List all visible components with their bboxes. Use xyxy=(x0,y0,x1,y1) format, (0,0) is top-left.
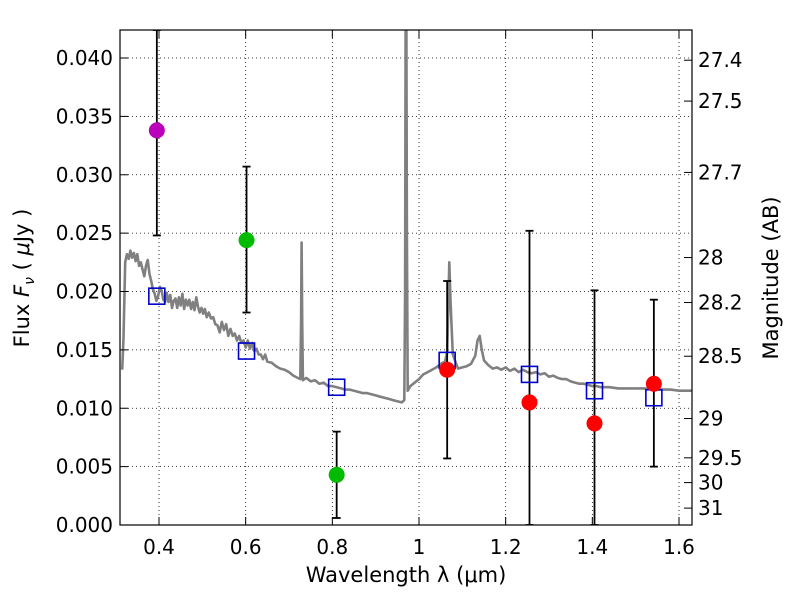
y2-axis-label: Magnitude (AB) xyxy=(759,196,783,359)
y2-tick-label: 28 xyxy=(698,246,723,270)
observed-flux-point xyxy=(328,466,345,483)
observed-flux-point xyxy=(439,361,456,378)
y2-tick-label: 27.5 xyxy=(698,89,743,113)
axis-ticks: 0.4 0.6 0.8 1 1.2 1.4 1.6 0.000 0.005 0.010 0.015 0… xyxy=(56,30,743,559)
model-band-square xyxy=(237,342,256,360)
plot-frame xyxy=(119,29,693,526)
y-tick-label: 0.005 xyxy=(56,455,113,479)
x-tick-label: 1.2 xyxy=(490,535,522,559)
x-tick-label: 0.6 xyxy=(230,535,262,559)
y2-tick-label: 29 xyxy=(698,407,723,431)
sed-model-line xyxy=(120,30,692,404)
x-tick-label: 0.4 xyxy=(143,535,175,559)
model-band-square xyxy=(327,378,346,397)
y2-tick-label: 31 xyxy=(698,496,723,520)
observed-flux-point xyxy=(238,232,255,249)
model-band-square xyxy=(520,365,539,384)
y-tick-label: 0.000 xyxy=(56,513,113,537)
y-tick-label: 0.015 xyxy=(56,338,113,362)
x-tick-label: 0.8 xyxy=(316,535,348,559)
y2-tick-label: 30 xyxy=(698,471,723,495)
observed-flux-point xyxy=(645,375,662,392)
x-axis-label: Wavelength λ (μm) xyxy=(306,563,507,587)
y2-tick-label: 27.4 xyxy=(698,48,743,72)
y2-tick-label: 27.7 xyxy=(698,160,743,184)
y-tick-label: 0.040 xyxy=(56,46,113,70)
x-tick-label: 1.6 xyxy=(663,535,695,559)
observed-flux-point xyxy=(586,415,603,432)
model-band-square xyxy=(148,287,166,305)
x-tick-label: 1 xyxy=(413,535,426,559)
observed-flux-point xyxy=(521,394,538,411)
y-tick-label: 0.020 xyxy=(56,280,113,304)
model-band-square xyxy=(585,381,604,400)
y-tick-label: 0.025 xyxy=(56,221,113,245)
y-tick-label: 0.010 xyxy=(56,396,113,420)
observed-flux-point xyxy=(148,122,165,139)
y2-tick-label: 29.5 xyxy=(698,446,743,470)
plot-area xyxy=(120,30,692,525)
y-tick-label: 0.035 xyxy=(56,104,113,128)
y2-tick-label: 28.5 xyxy=(698,344,743,368)
y-axis-label: Flux Fν ( μJy ) xyxy=(10,209,38,348)
y2-tick-label: 28.2 xyxy=(698,291,743,315)
y-tick-label: 0.030 xyxy=(56,163,113,187)
x-tick-label: 1.4 xyxy=(576,535,608,559)
